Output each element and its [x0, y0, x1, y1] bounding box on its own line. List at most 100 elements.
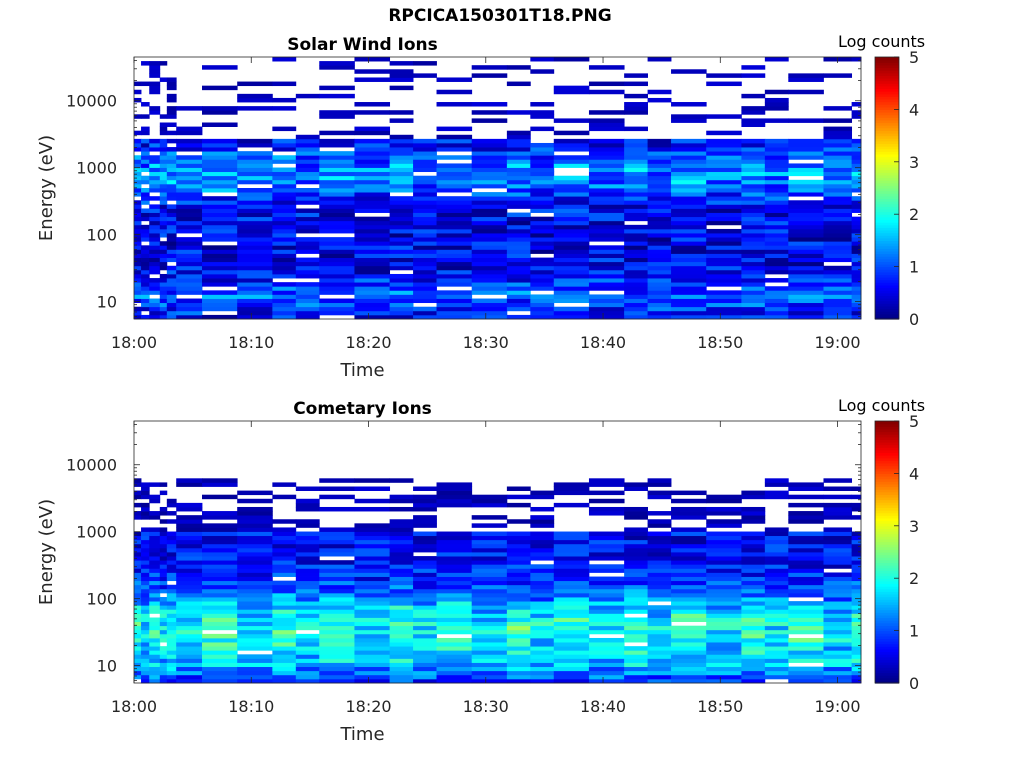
heatmap-cell	[272, 220, 297, 226]
heatmap-cell	[436, 175, 473, 181]
heatmap-cell	[134, 482, 142, 487]
heatmap-cell	[553, 646, 590, 651]
heatmap-cell	[647, 155, 672, 160]
colorbar-segment	[875, 583, 899, 587]
heatmap-cell	[851, 102, 862, 107]
heatmap-cell	[176, 126, 203, 132]
heatmap-cell	[134, 81, 142, 87]
heatmap-cell	[471, 261, 508, 267]
heatmap-cell	[624, 273, 648, 279]
heatmap-cell	[389, 646, 414, 651]
heatmap-cell	[149, 241, 161, 246]
heatmap-cell	[141, 502, 150, 508]
heatmap-cell	[141, 547, 150, 553]
heatmap-cell	[295, 265, 320, 271]
heatmap-cell	[159, 658, 168, 663]
heatmap-cell	[141, 633, 150, 639]
heatmap-cell	[149, 494, 161, 500]
heatmap-cell	[413, 257, 437, 263]
heatmap-cell	[588, 110, 625, 115]
heatmap-cell	[272, 237, 297, 242]
heatmap-cell	[134, 576, 142, 582]
colorbar-segment	[875, 470, 899, 474]
heatmap-cell	[202, 511, 238, 516]
heatmap-cell	[176, 282, 203, 287]
heatmap-cell	[706, 142, 742, 148]
heatmap-cell	[436, 310, 473, 316]
heatmap-cell	[389, 613, 414, 618]
colorbar-segment	[875, 109, 899, 113]
heatmap-cell	[237, 588, 273, 594]
heatmap-cell	[413, 588, 437, 594]
heatmap-cell	[588, 273, 625, 279]
heatmap-cell	[166, 257, 177, 263]
heatmap-cell	[436, 572, 473, 577]
heatmap-cell	[851, 306, 862, 312]
heatmap-cell	[202, 515, 238, 520]
heatmap-cell	[272, 155, 297, 160]
heatmap-cell	[159, 273, 168, 279]
heatmap-cell	[741, 531, 766, 537]
heatmap-cell	[851, 57, 862, 62]
colorbar-segment	[875, 67, 899, 71]
heatmap-cell	[354, 609, 391, 614]
heatmap-cell	[202, 110, 238, 115]
heatmap-cell	[149, 670, 161, 676]
heatmap-cell	[624, 224, 648, 230]
heatmap-cell	[295, 617, 320, 622]
heatmap-cell	[647, 609, 672, 614]
heatmap-cell	[624, 269, 648, 275]
heatmap-cell	[166, 216, 177, 222]
heatmap-cell	[553, 629, 590, 635]
heatmap-cell	[319, 65, 355, 70]
heatmap-cell	[588, 233, 625, 238]
heatmap-cell	[788, 216, 824, 222]
heatmap-cell	[764, 670, 789, 676]
heatmap-cell	[176, 568, 203, 573]
heatmap-cell	[166, 605, 177, 610]
heatmap-cell	[166, 543, 177, 549]
heatmap-cell	[671, 310, 707, 316]
heatmap-cell	[506, 494, 531, 500]
heatmap-cell	[237, 515, 273, 520]
heatmap-cell	[788, 220, 824, 226]
heatmap-cell	[141, 601, 150, 606]
heatmap-cell	[134, 253, 142, 258]
heatmap-cell	[159, 670, 168, 676]
heatmap-cell	[141, 163, 150, 168]
heatmap-cell	[553, 678, 590, 684]
heatmap-cell	[149, 625, 161, 631]
heatmap-cell	[553, 233, 590, 238]
heatmap-cell	[741, 613, 766, 618]
colorbar-segment	[875, 641, 899, 645]
heatmap-cell	[319, 151, 355, 156]
colorbar-segment	[875, 185, 899, 189]
heatmap-cell	[176, 519, 203, 524]
colorbar-segment	[875, 523, 899, 527]
heatmap-cell	[272, 233, 297, 238]
heatmap-cell	[149, 310, 161, 316]
heatmap-cell	[159, 613, 168, 618]
heatmap-cell	[471, 494, 508, 500]
heatmap-cell	[741, 576, 766, 582]
heatmap-cell	[141, 560, 150, 565]
heatmap-cell	[176, 241, 203, 246]
heatmap-cell	[823, 233, 853, 238]
heatmap-cell	[134, 531, 142, 537]
heatmap-cell	[530, 167, 555, 173]
heatmap-cell	[741, 519, 766, 524]
heatmap-cell	[389, 253, 414, 258]
heatmap-cell	[159, 138, 168, 144]
colorbar-segment	[875, 473, 899, 477]
colorbar-segment	[875, 486, 899, 490]
heatmap-cell	[851, 253, 862, 258]
heatmap-cell	[354, 478, 391, 483]
heatmap-cell	[588, 224, 625, 230]
heatmap-cell	[647, 57, 672, 62]
heatmap-cell	[741, 142, 766, 148]
heatmap-cell	[272, 584, 297, 590]
heatmap-cell	[588, 592, 625, 598]
heatmap-cell	[553, 625, 590, 631]
heatmap-cell	[823, 245, 853, 250]
